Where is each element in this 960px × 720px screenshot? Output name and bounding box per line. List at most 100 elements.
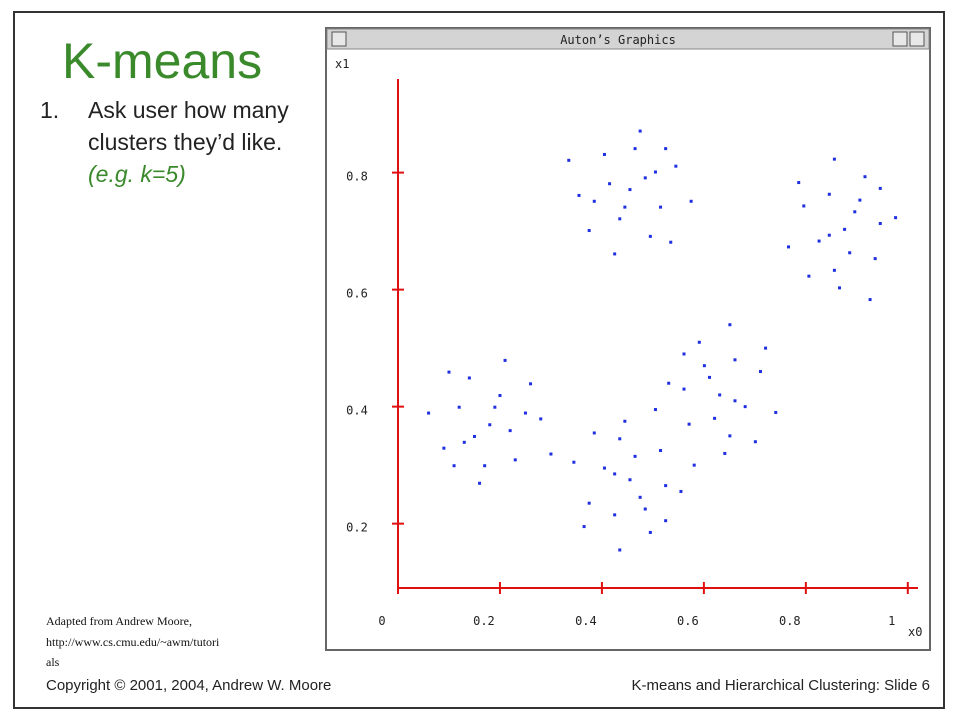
point bbox=[753, 440, 757, 444]
point bbox=[878, 222, 882, 226]
point bbox=[848, 251, 852, 255]
point bbox=[513, 458, 517, 462]
slide-label: K-means and Hierarchical Clustering: Sli… bbox=[632, 677, 930, 694]
point bbox=[713, 416, 717, 420]
point bbox=[618, 437, 622, 441]
point bbox=[493, 405, 497, 409]
x-tick-label: 0.4 bbox=[575, 614, 597, 628]
point bbox=[827, 233, 831, 237]
point bbox=[457, 405, 461, 409]
point bbox=[503, 358, 507, 362]
point bbox=[643, 507, 647, 511]
point bbox=[728, 323, 732, 327]
point bbox=[718, 393, 722, 397]
point bbox=[488, 423, 492, 427]
point bbox=[664, 147, 668, 151]
point bbox=[707, 375, 711, 379]
point bbox=[478, 481, 482, 485]
point bbox=[602, 466, 606, 470]
x-tick-label: 0.2 bbox=[473, 614, 495, 628]
point bbox=[807, 274, 811, 278]
point bbox=[843, 227, 847, 231]
point bbox=[837, 286, 841, 290]
y-tick-label: 0.8 bbox=[346, 170, 368, 184]
point bbox=[689, 199, 693, 203]
item-line: Ask user how many bbox=[88, 97, 289, 123]
item-example: (e.g. k=5) bbox=[88, 161, 186, 187]
point bbox=[618, 548, 622, 552]
point bbox=[733, 399, 737, 403]
point bbox=[832, 157, 836, 161]
point bbox=[628, 478, 632, 482]
point bbox=[743, 405, 747, 409]
x-tick-label: 0 bbox=[378, 614, 385, 628]
point bbox=[659, 449, 663, 453]
point bbox=[442, 446, 446, 450]
point bbox=[638, 129, 642, 133]
window-minimize-button[interactable] bbox=[892, 31, 908, 47]
window-maximize-button[interactable] bbox=[909, 31, 925, 47]
x-tick-label: 1 bbox=[888, 614, 895, 628]
point bbox=[669, 240, 673, 244]
point bbox=[587, 229, 591, 233]
point bbox=[648, 530, 652, 534]
x-tick-label: 0.6 bbox=[677, 614, 699, 628]
point bbox=[523, 411, 527, 415]
point bbox=[567, 158, 571, 162]
y-tick-label: 0.4 bbox=[346, 404, 368, 418]
point bbox=[873, 257, 877, 261]
point bbox=[602, 152, 606, 156]
footnote: Adapted from Andrew Moore, bbox=[46, 614, 192, 628]
copyright: Copyright © 2001, 2004, Andrew W. Moore bbox=[46, 677, 331, 694]
point bbox=[878, 186, 882, 190]
item-number: 1. bbox=[40, 97, 59, 123]
point bbox=[659, 205, 663, 209]
point bbox=[853, 210, 857, 214]
point bbox=[539, 417, 543, 421]
point bbox=[613, 513, 617, 517]
point bbox=[592, 431, 596, 435]
window-menu-button[interactable] bbox=[331, 31, 347, 47]
point bbox=[638, 495, 642, 499]
point bbox=[498, 394, 502, 398]
point bbox=[723, 451, 727, 455]
point bbox=[697, 340, 701, 344]
point bbox=[858, 198, 862, 202]
plot-area bbox=[327, 50, 929, 648]
y-tick-label: 0.6 bbox=[346, 287, 368, 301]
point bbox=[679, 489, 683, 493]
point bbox=[667, 381, 671, 385]
point bbox=[483, 464, 487, 468]
point bbox=[608, 182, 612, 186]
point bbox=[623, 205, 627, 209]
window-title: Auton’s Graphics bbox=[560, 33, 676, 47]
point bbox=[572, 460, 576, 464]
point bbox=[613, 252, 617, 256]
point bbox=[633, 454, 637, 458]
point bbox=[682, 387, 686, 391]
point bbox=[687, 422, 691, 426]
footnote: als bbox=[46, 655, 60, 669]
point bbox=[633, 147, 637, 151]
point bbox=[643, 176, 647, 180]
point bbox=[674, 164, 678, 168]
point bbox=[702, 364, 706, 368]
point bbox=[613, 472, 617, 476]
point bbox=[817, 239, 821, 243]
point bbox=[427, 411, 431, 415]
point bbox=[628, 188, 632, 192]
point bbox=[894, 216, 898, 220]
x-axis-label: x0 bbox=[908, 625, 922, 639]
item-line: clusters they’d like. bbox=[88, 129, 282, 155]
point bbox=[653, 170, 657, 174]
point bbox=[452, 464, 456, 468]
point bbox=[764, 346, 768, 350]
point bbox=[787, 245, 791, 249]
point bbox=[447, 370, 451, 374]
point bbox=[758, 370, 762, 374]
point bbox=[653, 408, 657, 412]
window-titlebar bbox=[326, 28, 930, 50]
point bbox=[728, 434, 732, 438]
point bbox=[592, 199, 596, 203]
point bbox=[623, 419, 627, 423]
